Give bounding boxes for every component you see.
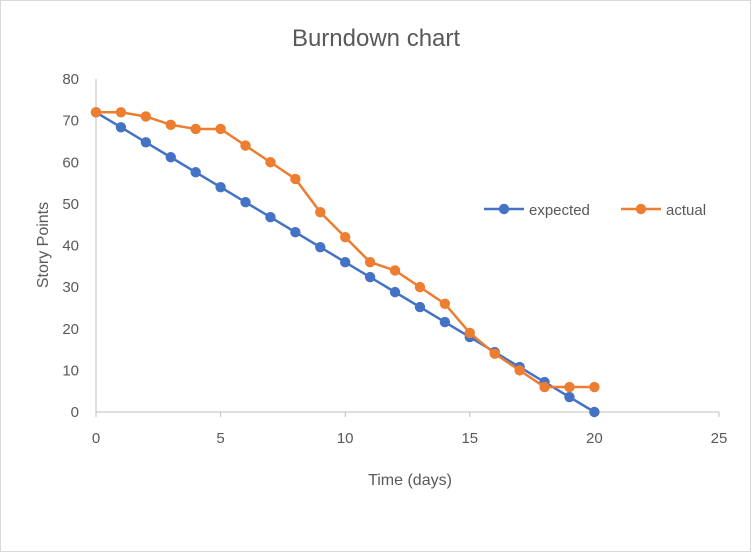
x-axis-label: Time (days) — [368, 472, 452, 489]
data-point-actual — [315, 207, 326, 218]
data-point-actual — [90, 107, 102, 118]
data-point-actual — [564, 381, 575, 393]
data-point-actual — [265, 157, 276, 168]
y-tick-label: 40 — [62, 238, 79, 255]
data-point-actual — [414, 281, 426, 293]
x-tick-label: 25 — [711, 430, 728, 447]
data-point-expected — [290, 226, 301, 238]
legend-item-actual: actual — [621, 202, 706, 219]
data-point-expected — [564, 391, 575, 403]
x-tick-label: 5 — [216, 430, 224, 447]
legend-label-expected: expected — [529, 202, 590, 219]
data-point-actual — [439, 298, 451, 309]
x-tick-label: 10 — [337, 430, 354, 447]
data-point-actual — [140, 111, 152, 122]
data-point-expected — [589, 406, 600, 418]
data-point-actual — [190, 123, 201, 135]
y-tick-label: 0 — [71, 404, 79, 421]
data-point-actual — [589, 381, 600, 393]
data-point-actual — [364, 256, 376, 268]
y-axis-label: Story Points — [35, 202, 52, 288]
data-point-actual — [340, 231, 351, 243]
data-point-expected — [215, 182, 226, 193]
x-tick-label: 20 — [586, 430, 603, 447]
axes — [95, 79, 720, 417]
data-point-actual — [489, 348, 500, 359]
legend-item-expected: expected — [484, 202, 590, 219]
y-tick-label: 20 — [62, 321, 79, 338]
data-point-expected — [240, 197, 251, 208]
data-point-expected — [364, 271, 376, 283]
legend-marker-expected — [498, 203, 510, 215]
legend: expected actual — [484, 202, 706, 219]
data-point-expected — [140, 137, 152, 148]
data-point-actual — [240, 140, 251, 151]
y-tick-label: 80 — [62, 71, 79, 88]
data-point-actual — [514, 365, 525, 376]
series-layer — [90, 107, 600, 418]
data-point-actual — [165, 119, 176, 130]
data-point-expected — [190, 167, 201, 178]
series-actual — [90, 107, 600, 393]
data-point-expected — [340, 256, 351, 268]
data-point-actual — [215, 123, 226, 135]
legend-label-actual: actual — [666, 202, 706, 219]
data-point-expected — [315, 241, 326, 253]
data-point-actual — [115, 107, 127, 118]
data-point-expected — [115, 122, 127, 133]
data-point-expected — [165, 152, 176, 163]
data-point-actual — [290, 173, 301, 185]
data-point-expected — [265, 211, 276, 223]
y-tick-label: 70 — [62, 113, 79, 130]
data-point-expected — [414, 301, 426, 313]
y-tick-label: 10 — [62, 362, 79, 379]
data-point-actual — [464, 327, 475, 339]
x-tick-label: 0 — [92, 430, 100, 447]
y-tick-label: 50 — [62, 196, 79, 213]
y-tick-label: 60 — [62, 154, 79, 171]
data-point-actual — [389, 265, 401, 276]
x-tick-label: 15 — [461, 430, 478, 447]
y-tick-label: 30 — [62, 279, 79, 296]
data-point-expected — [439, 316, 451, 328]
data-point-expected — [389, 286, 401, 298]
data-point-actual — [539, 381, 550, 393]
tick-labels: 0 5 10 15 20 25 0 10 20 30 40 50 60 70 80 — [62, 71, 727, 447]
chart-title: Burndown chart — [292, 25, 460, 52]
legend-marker-actual — [635, 203, 647, 215]
